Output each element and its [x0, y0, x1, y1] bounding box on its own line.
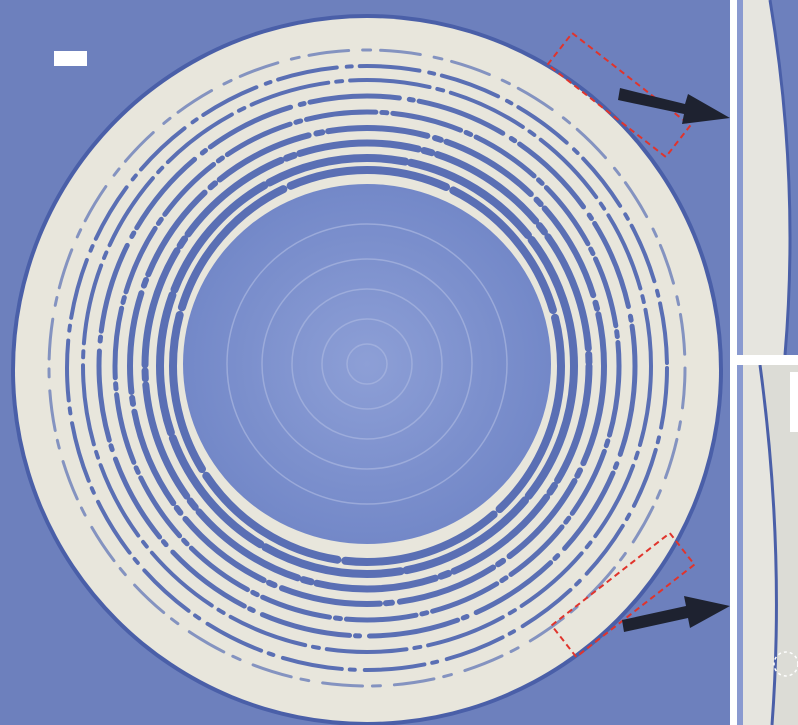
arrow: [618, 88, 730, 124]
ripple: [226, 223, 508, 505]
inset-top: [737, 0, 798, 355]
ring: [96, 93, 638, 639]
ring: [65, 64, 669, 672]
ring: [156, 154, 578, 578]
inset-bottom: [737, 365, 798, 725]
ring: [81, 78, 653, 654]
ripple: [291, 288, 443, 440]
inset-film: [760, 365, 798, 725]
ripple: [321, 318, 413, 410]
zoom-box: [550, 531, 696, 659]
ripples: [226, 223, 508, 505]
inset-scale-bar: [790, 372, 798, 432]
main-panel: [0, 0, 730, 725]
inset-edge: [758, 365, 778, 725]
ripple: [346, 343, 388, 385]
scale-bar: [54, 51, 87, 66]
inset-strip: [737, 0, 743, 355]
ring: [141, 139, 593, 593]
ring: [47, 48, 687, 688]
inset-marker: [773, 651, 798, 677]
inset-edge: [768, 0, 792, 355]
inset-strip: [737, 365, 743, 725]
rings: [47, 48, 687, 688]
ring: [127, 125, 607, 607]
arrow: [622, 596, 730, 632]
central-film: [183, 184, 551, 544]
ring: [169, 166, 565, 566]
ripple: [261, 258, 473, 470]
ring: [112, 109, 622, 623]
